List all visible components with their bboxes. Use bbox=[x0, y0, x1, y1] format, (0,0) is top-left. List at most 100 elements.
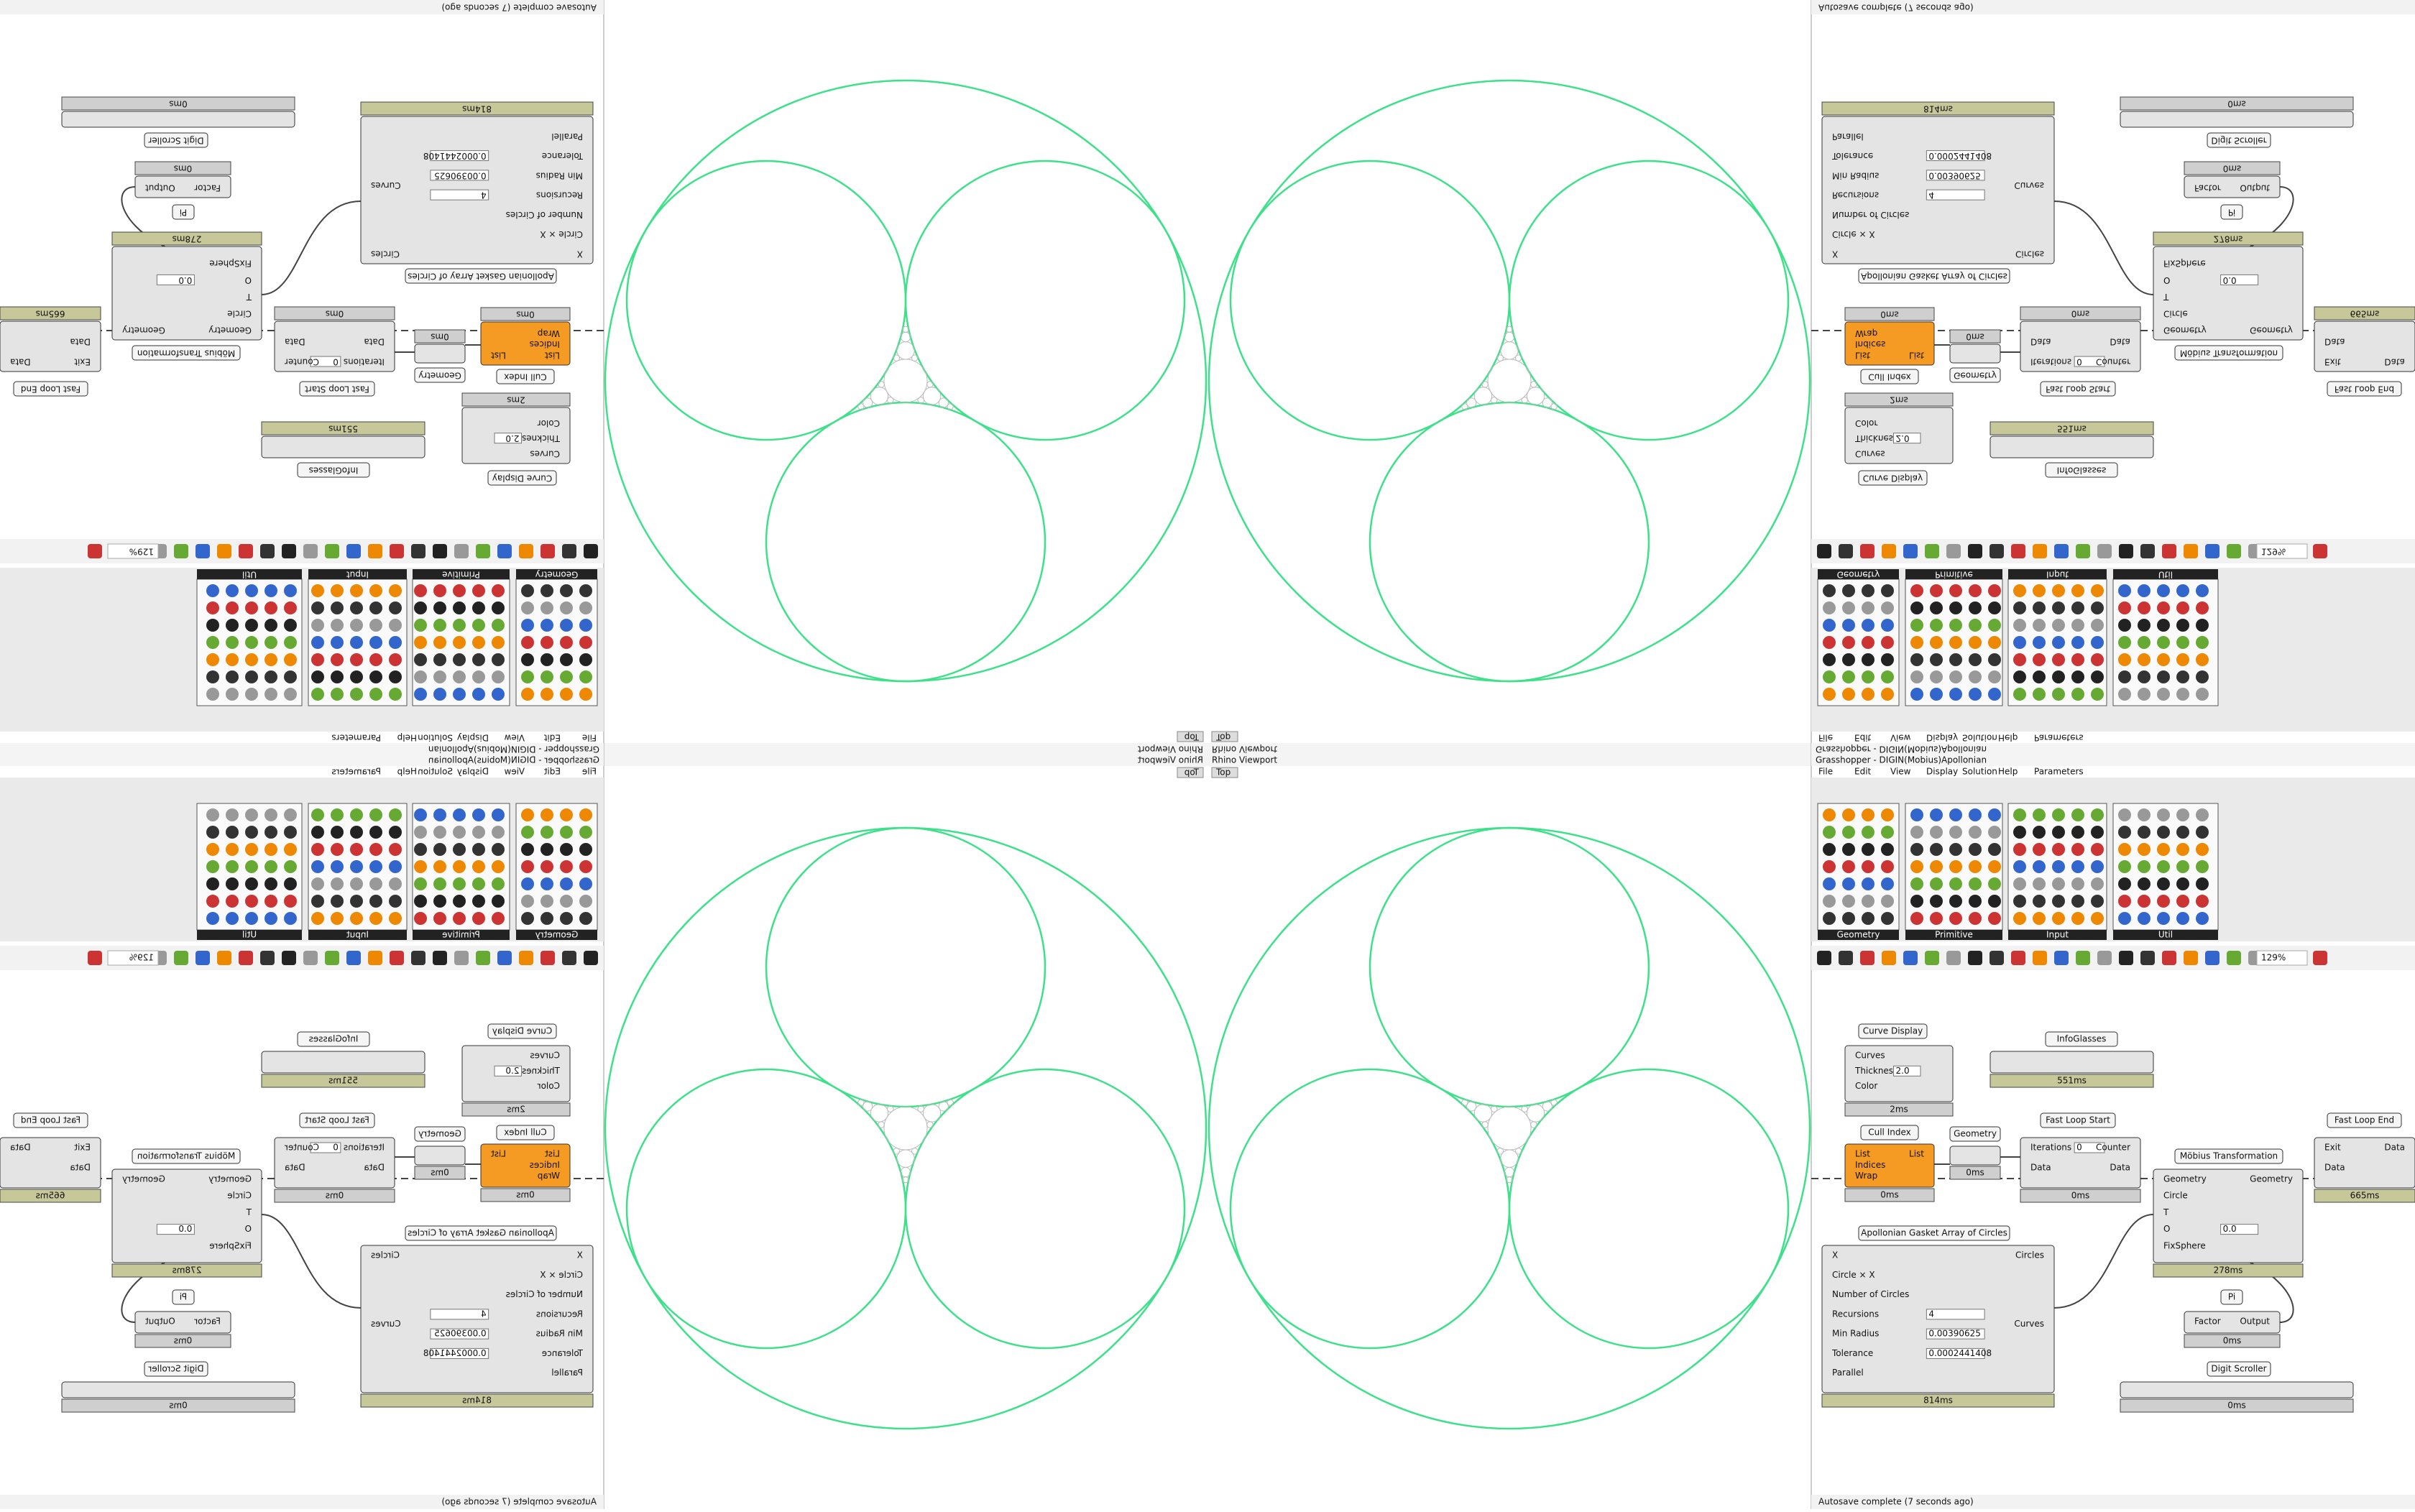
palette-icon[interactable] bbox=[521, 619, 534, 632]
palette-icon[interactable] bbox=[492, 912, 505, 925]
palette-icon[interactable] bbox=[1842, 877, 1855, 890]
palette-icon[interactable] bbox=[311, 688, 324, 701]
toolbar-icon[interactable] bbox=[1925, 951, 1939, 965]
palette-icon[interactable] bbox=[2157, 619, 2170, 632]
palette-icon[interactable] bbox=[579, 670, 592, 683]
palette-icon[interactable] bbox=[414, 877, 427, 890]
toolbar-icon[interactable] bbox=[2033, 544, 2047, 558]
palette-icon[interactable] bbox=[1949, 688, 1962, 701]
palette-icon[interactable] bbox=[1910, 860, 1923, 873]
palette-icon[interactable] bbox=[2157, 653, 2170, 666]
palette-icon[interactable] bbox=[2052, 636, 2065, 649]
palette-icon[interactable] bbox=[389, 912, 402, 925]
toolbar-icon[interactable] bbox=[2205, 544, 2220, 558]
toolbar-icon[interactable] bbox=[562, 544, 576, 558]
palette-icon[interactable] bbox=[2176, 912, 2189, 925]
menu-item[interactable]: Parameters bbox=[331, 767, 381, 777]
palette-icon[interactable] bbox=[2176, 895, 2189, 908]
palette-icon[interactable] bbox=[2196, 826, 2209, 839]
palette-icon[interactable] bbox=[1988, 670, 2001, 683]
palette-icon[interactable] bbox=[1930, 843, 1943, 856]
toolbar-icon[interactable] bbox=[1882, 544, 1896, 558]
palette-icon[interactable] bbox=[492, 688, 505, 701]
palette-icon[interactable] bbox=[472, 670, 485, 683]
palette-icon[interactable] bbox=[1862, 601, 1874, 614]
palette-icon[interactable] bbox=[521, 912, 534, 925]
palette-icon[interactable] bbox=[1842, 584, 1855, 597]
palette-icon[interactable] bbox=[284, 619, 297, 632]
palette-icon[interactable] bbox=[453, 826, 466, 839]
tab-label[interactable]: Util bbox=[242, 930, 257, 940]
toolbar-icon[interactable] bbox=[433, 951, 447, 965]
palette-icon[interactable] bbox=[453, 860, 466, 873]
palette-icon[interactable] bbox=[1862, 670, 1874, 683]
palette-icon[interactable] bbox=[433, 584, 446, 597]
palette-icon[interactable] bbox=[1842, 843, 1855, 856]
palette-icon[interactable] bbox=[2176, 670, 2189, 683]
menu-item[interactable]: File bbox=[1818, 733, 1833, 743]
palette-icon[interactable] bbox=[2071, 601, 2084, 614]
palette-icon[interactable] bbox=[1969, 808, 1982, 821]
toolbar-icon[interactable] bbox=[174, 544, 188, 558]
palette-icon[interactable] bbox=[1930, 653, 1943, 666]
palette-icon[interactable] bbox=[2157, 843, 2170, 856]
tab-label[interactable]: Geometry bbox=[535, 570, 579, 580]
palette-icon[interactable] bbox=[414, 601, 427, 614]
palette-icon[interactable] bbox=[206, 619, 219, 632]
palette-icon[interactable] bbox=[2157, 584, 2170, 597]
palette-icon[interactable] bbox=[453, 895, 466, 908]
menu-item[interactable]: View bbox=[1890, 767, 1911, 777]
palette-icon[interactable] bbox=[311, 843, 324, 856]
palette-icon[interactable] bbox=[1969, 653, 1982, 666]
palette-icon[interactable] bbox=[284, 688, 297, 701]
menu-item[interactable]: View bbox=[504, 733, 525, 743]
tab-label[interactable]: Util bbox=[2158, 570, 2173, 580]
toolbar-icon[interactable] bbox=[476, 544, 490, 558]
palette-icon[interactable] bbox=[1949, 895, 1962, 908]
toolbar-icon[interactable] bbox=[1839, 951, 1853, 965]
palette-icon[interactable] bbox=[521, 601, 534, 614]
palette-icon[interactable] bbox=[579, 843, 592, 856]
palette-icon[interactable] bbox=[414, 860, 427, 873]
palette-icon[interactable] bbox=[433, 860, 446, 873]
palette-icon[interactable] bbox=[472, 601, 485, 614]
palette-icon[interactable] bbox=[1910, 619, 1923, 632]
palette-icon[interactable] bbox=[2071, 912, 2084, 925]
toolbar-icon[interactable] bbox=[2054, 544, 2069, 558]
component[interactable]: Apollonian Gasket Array of Circles X Circl… bbox=[360, 1225, 594, 1408]
palette-icon[interactable] bbox=[414, 912, 427, 925]
palette-icon[interactable] bbox=[1823, 670, 1836, 683]
palette-icon[interactable] bbox=[453, 843, 466, 856]
component[interactable]: Pi Factor Output 0ms bbox=[2184, 1289, 2281, 1348]
palette-icon[interactable] bbox=[1881, 808, 1894, 821]
palette-icon[interactable] bbox=[1862, 808, 1874, 821]
palette-icon[interactable] bbox=[453, 584, 466, 597]
palette-icon[interactable] bbox=[226, 584, 239, 597]
palette-icon[interactable] bbox=[2118, 619, 2131, 632]
menu-item[interactable]: Solution bbox=[1962, 767, 1997, 777]
component[interactable]: Pi Factor Output 0ms bbox=[134, 161, 231, 220]
palette-icon[interactable] bbox=[2176, 601, 2189, 614]
palette-icon[interactable] bbox=[1910, 877, 1923, 890]
palette-icon[interactable] bbox=[521, 688, 534, 701]
palette-icon[interactable] bbox=[2052, 912, 2065, 925]
palette-icon[interactable] bbox=[2052, 808, 2065, 821]
palette-icon[interactable] bbox=[2052, 619, 2065, 632]
palette-icon[interactable] bbox=[2091, 877, 2104, 890]
toolbar-icon[interactable] bbox=[390, 544, 404, 558]
palette-icon[interactable] bbox=[284, 895, 297, 908]
palette-icon[interactable] bbox=[2138, 636, 2150, 649]
palette-icon[interactable] bbox=[2013, 877, 2026, 890]
palette-icon[interactable] bbox=[245, 619, 258, 632]
palette-icon[interactable] bbox=[2176, 619, 2189, 632]
palette-icon[interactable] bbox=[472, 808, 485, 821]
palette-icon[interactable] bbox=[579, 826, 592, 839]
component[interactable]: Geometry 0ms bbox=[414, 329, 466, 383]
palette-icon[interactable] bbox=[1862, 688, 1874, 701]
palette-icon[interactable] bbox=[350, 688, 363, 701]
palette-icon[interactable] bbox=[264, 601, 277, 614]
palette-icon[interactable] bbox=[350, 808, 363, 821]
toolbar-icon[interactable] bbox=[2162, 544, 2176, 558]
palette-icon[interactable] bbox=[1930, 601, 1943, 614]
palette-icon[interactable] bbox=[2138, 895, 2150, 908]
